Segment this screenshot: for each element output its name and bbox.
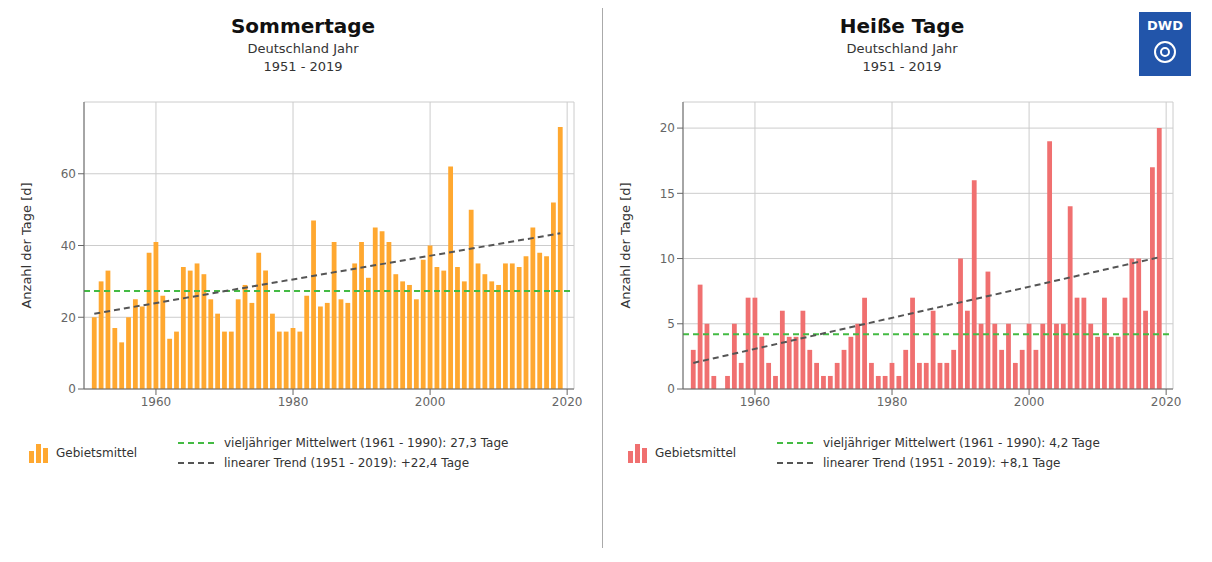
html-text:linearer Trend (1951 - 2019):: linearer Trend (1951 - 2019): +8,1 Tage: [823, 456, 1061, 470]
html-text:linearer Trend (1951 - 2019):: linearer Trend (1951 - 2019): +22,4 Tage: [224, 456, 469, 470]
html-text:DWD: DWD: [1147, 18, 1183, 33]
svg-text:5: 5: [667, 317, 675, 331]
svg-text:60: 60: [61, 167, 76, 181]
svg-text:0: 0: [667, 382, 675, 396]
svg-text:Anzahl der Tage [d]: Anzahl der Tage [d]: [618, 182, 633, 308]
html-text:1951 - 2019: 1951 - 2019: [862, 59, 942, 74]
html-text:1951 - 2019: 1951 - 2019: [263, 59, 343, 74]
svg-text:1980: 1980: [278, 395, 309, 409]
svg-text:10: 10: [660, 252, 675, 266]
html-text:Gebietsmittel: Gebietsmittel: [56, 446, 138, 460]
svg-text:15: 15: [660, 187, 675, 201]
html-text:Deutschland Jahr: Deutschland Jahr: [247, 41, 359, 56]
svg-text:1960: 1960: [740, 395, 771, 409]
svg-text:20: 20: [61, 311, 76, 325]
svg-text:40: 40: [61, 239, 76, 253]
svg-text:1960: 1960: [141, 395, 172, 409]
html-text:Gebietsmittel: Gebietsmittel: [655, 446, 737, 460]
html-text:vieljähriger Mittelwert (1961: vieljähriger Mittelwert (1961 - 1990): 4…: [823, 436, 1100, 450]
svg-text:Anzahl der Tage [d]: Anzahl der Tage [d]: [19, 182, 34, 308]
svg-text:1980: 1980: [877, 395, 908, 409]
html-text:Sommertage: Sommertage: [230, 14, 376, 38]
html-text:vieljähriger Mittelwert (1961: vieljähriger Mittelwert (1961 - 1990): 2…: [224, 436, 509, 450]
svg-text:2000: 2000: [1014, 395, 1045, 409]
svg-text:2020: 2020: [1151, 395, 1182, 409]
html-text:Deutschland Jahr: Deutschland Jahr: [846, 41, 958, 56]
svg-text:2020: 2020: [552, 395, 583, 409]
svg-text:20: 20: [660, 121, 675, 135]
svg-text:2000: 2000: [415, 395, 446, 409]
html-text:Heiße Tage: Heiße Tage: [839, 14, 965, 38]
svg-text:0: 0: [68, 382, 76, 396]
